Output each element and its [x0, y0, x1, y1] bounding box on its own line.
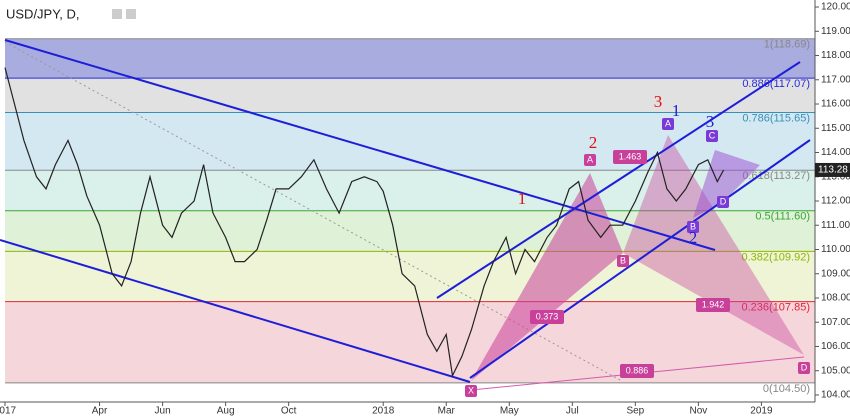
marker: [717, 196, 729, 208]
marker: [687, 221, 699, 233]
y-tick-label: 114.00: [821, 147, 850, 158]
marker: [706, 130, 718, 142]
y-tick-label: 107.00: [821, 317, 850, 328]
pattern: [668, 135, 760, 218]
fib-band: [5, 38, 815, 79]
chart-title: USD/JPY, D,: [6, 6, 79, 21]
fib-band: [5, 78, 815, 113]
marker: [696, 298, 730, 312]
x-tick-label: Apr: [92, 406, 108, 417]
trend-line: [4, 41, 621, 381]
y-tick-label: 104.00: [821, 390, 850, 401]
marker: [617, 255, 629, 267]
fib-label: 0.786(115.65): [742, 112, 810, 124]
marker: [620, 364, 654, 378]
icon[interactable]: [126, 9, 136, 19]
fib-label: 0.5(111.60): [755, 211, 810, 223]
fib-band: [5, 251, 815, 302]
x-tick-label: 2019: [750, 406, 773, 417]
x-axis: [0, 402, 850, 419]
x-tick-label: 2018: [372, 406, 395, 417]
marker: [530, 310, 564, 324]
y-tick-label: 106.00: [821, 341, 850, 352]
y-tick-label: 116.00: [821, 99, 850, 110]
y-tick-label: 111.00: [821, 220, 850, 231]
y-tick-label: 110.00: [821, 244, 850, 255]
x-tick-label: Aug: [217, 406, 235, 417]
fib-band: [5, 170, 815, 211]
fib-band: [5, 301, 815, 383]
price-line: [4, 67, 725, 378]
y-tick-label: 120.00: [821, 2, 850, 13]
x-tick-label: Mar: [438, 406, 456, 417]
y-tick-label: 105.00: [821, 365, 850, 376]
fib-band: [5, 112, 815, 171]
icon[interactable]: [112, 9, 122, 19]
annotation: 2: [689, 228, 698, 247]
fib-label: 0(104.50): [763, 383, 810, 395]
annotation: 0.886: [626, 365, 649, 375]
annotation: 1: [518, 189, 527, 208]
y-tick-label: 117.00: [821, 74, 850, 85]
trend-line: [436, 61, 801, 299]
annotation: 3: [654, 92, 663, 111]
annotation: A: [665, 118, 671, 128]
y-tick-label: 119.00: [821, 26, 850, 37]
fib-label: 0.618(113.27): [742, 170, 810, 182]
y-tick-label: 108.00: [821, 293, 850, 304]
marker: [662, 118, 674, 130]
x-tick-label: May: [500, 406, 519, 417]
marker: [613, 150, 647, 164]
y-tick-label: 118.00: [821, 50, 850, 61]
annotation: 1.463: [619, 151, 642, 161]
marker: [798, 362, 810, 374]
price-tag: [815, 162, 850, 177]
y-tick-label: 115.00: [821, 123, 850, 134]
trend-line: [4, 39, 716, 251]
x-tick-label: Jul: [566, 406, 579, 417]
annotation: 1.942: [702, 299, 725, 309]
fib-label: 1(118.69): [764, 39, 810, 51]
x-tick-label: Oct: [281, 406, 297, 417]
pattern: [471, 173, 623, 381]
price-tag-label: 113.28: [818, 165, 848, 176]
x-tick-label: 2017: [0, 406, 17, 417]
x-tick-label: Nov: [689, 406, 707, 417]
annotation: D: [720, 196, 727, 206]
trend-line: [469, 139, 811, 379]
fib-label: 0.886(117.07): [742, 78, 810, 90]
annotation: 3: [706, 112, 715, 131]
y-tick-label: 112.00: [821, 196, 850, 207]
y-axis: [815, 0, 850, 419]
x-tick-label: Sep: [626, 406, 644, 417]
x-tick-label: Jun: [155, 406, 171, 417]
annotation: 0.373: [536, 311, 559, 321]
annotation: D: [801, 362, 808, 372]
annotation: 2: [589, 133, 598, 152]
marker: [465, 385, 477, 397]
fib-label: 0.236(107.85): [742, 302, 811, 314]
annotation: A: [587, 154, 593, 164]
marker: [584, 154, 596, 166]
annotation: 1: [672, 101, 681, 120]
trend-line: [0, 239, 471, 383]
annotation: B: [690, 221, 696, 231]
annotation: C: [709, 130, 716, 140]
fib-label: 0.382(109.92): [742, 251, 811, 263]
y-tick-label: 109.00: [821, 268, 850, 279]
annotation: B: [620, 255, 626, 265]
annotation: X: [468, 385, 474, 395]
